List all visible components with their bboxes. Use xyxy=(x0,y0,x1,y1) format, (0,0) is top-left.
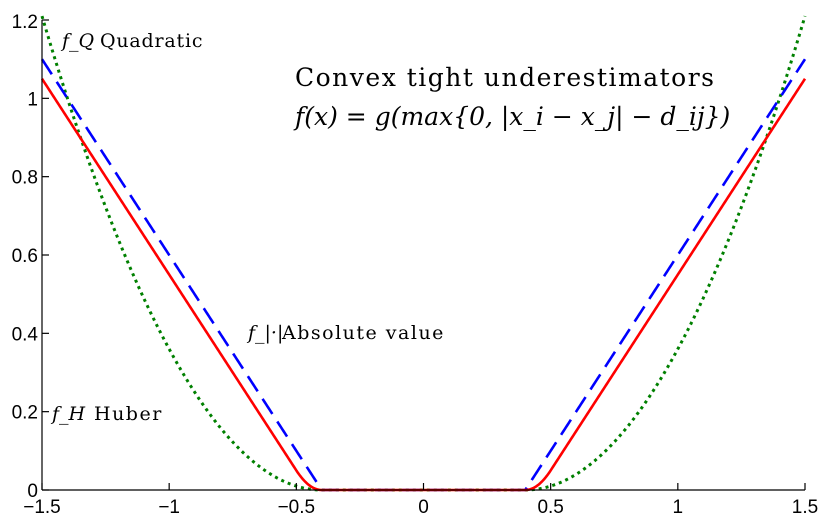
x-tick-label: 1.5 xyxy=(792,497,818,518)
y-tick-label: 0.2 xyxy=(12,403,38,424)
x-tick-label: −0.5 xyxy=(278,497,316,518)
chart-title-line2: f(x) = g(max{0, |x_i − x_j| − d_ij}) xyxy=(293,102,730,132)
x-tick-label: 1 xyxy=(673,497,684,518)
label-huber-text: Huber xyxy=(94,403,163,425)
y-tick-label: 0.6 xyxy=(12,246,38,267)
label-absolute-symbol: f_|·| xyxy=(246,322,283,344)
y-tick-label: 0.8 xyxy=(12,168,38,189)
series-line-huber xyxy=(40,78,807,492)
label-absolute: f_|·| Absolute value xyxy=(246,322,445,344)
label-absolute-text: Absolute value xyxy=(281,322,445,344)
x-tick-label: −1.5 xyxy=(23,497,61,518)
y-tick-label: 0 xyxy=(27,481,38,502)
x-tick-label: 0 xyxy=(418,497,429,518)
ticks-layer: −1.5 −1 −0.5 0 0.5 1 1.5 0 0.2 0.4 0.6 0.8 1 1.2 xyxy=(12,12,819,518)
y-tick-label: 1 xyxy=(27,89,38,110)
y-tick-label: 1.2 xyxy=(12,12,38,33)
series-line-absolute xyxy=(40,58,807,492)
label-quadratic-symbol: f_Q xyxy=(60,30,94,52)
x-tick-label: 0.5 xyxy=(537,497,563,518)
label-quadratic: f_Q Quadratic xyxy=(60,30,203,52)
chart-title-line1: Convex tight underestimators xyxy=(295,63,716,92)
label-quadratic-text: Quadratic xyxy=(100,30,203,52)
series-line-quadratic xyxy=(40,15,807,492)
label-huber: f_H Huber xyxy=(50,403,163,425)
label-huber-symbol: f_H xyxy=(50,403,86,425)
y-tick-label: 0.4 xyxy=(12,324,39,345)
x-tick-label: −1 xyxy=(158,497,180,518)
